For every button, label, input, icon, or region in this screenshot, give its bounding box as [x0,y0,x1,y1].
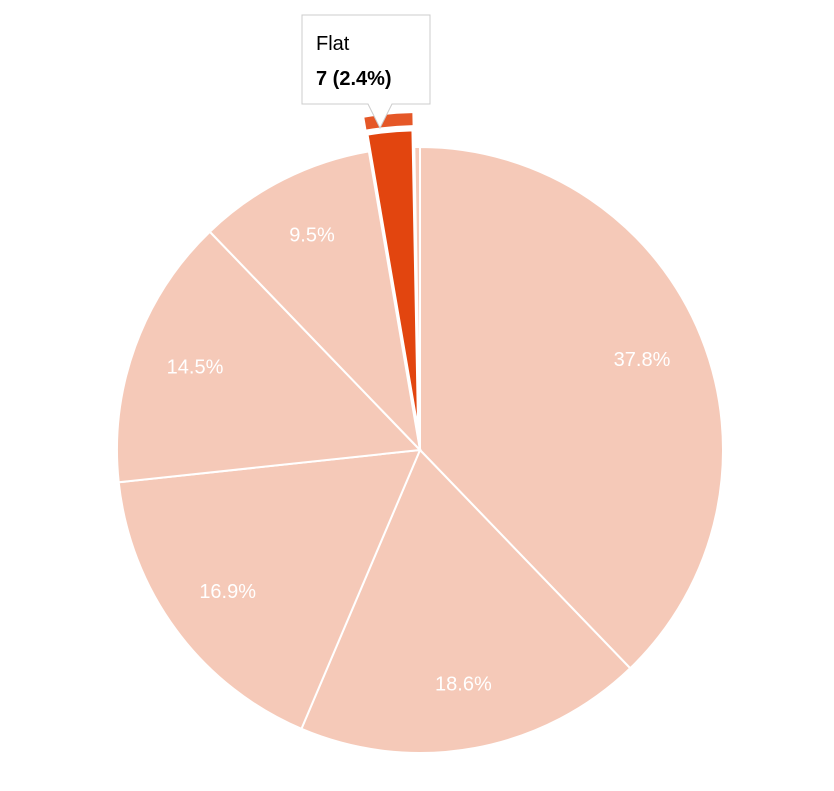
pie-slice [300,448,632,754]
tooltip-value: 7 (2.4%) [316,68,392,90]
slice-label: 18.6% [435,674,492,696]
pie-slice [116,230,423,484]
slice-label: 14.5% [167,356,224,378]
tooltip-box [301,14,431,130]
pie-slice [365,128,420,434]
pie-slice [117,448,422,731]
pie-slice [208,150,422,454]
tooltip-title: Flat [316,33,350,55]
pie: 37.8% 18.6% 16.9% 14.5% 9.5% [116,113,724,754]
pie-slice [419,145,724,670]
tooltip: Flat 7 (2.4%) [301,14,431,130]
slice-label: 16.9% [199,581,256,603]
slice-label: 37.8% [614,349,671,371]
pie-slice [413,145,421,451]
highlight-ring [364,113,413,130]
slice-label: 9.5% [289,225,335,247]
